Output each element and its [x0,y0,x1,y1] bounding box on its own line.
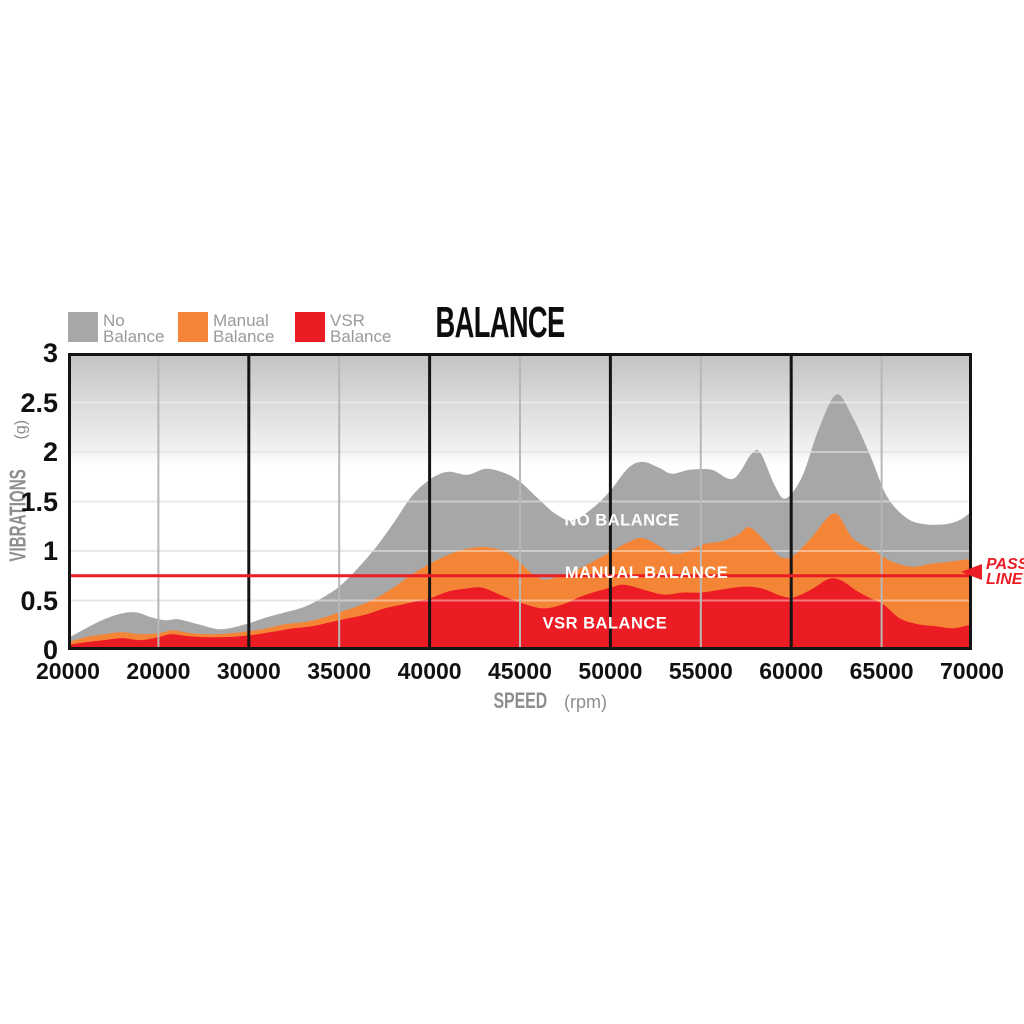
series-label-vsr-balance: VSR BALANCE [543,614,668,632]
legend-label-no-balance: No Balance [103,311,165,346]
x-tick-label: 20000 [36,658,100,684]
x-tick-label: 35000 [307,658,372,684]
x-axis-title: SPEED (rpm) [395,688,695,714]
legend-label-manual-balance: Manual Balance [213,311,275,346]
legend-item-vsr-balance: VSR Balance [295,312,391,345]
pass-line-callout: PASSLINE [961,556,1024,588]
x-tick-label: 20000 [126,658,191,684]
plot-area: NO BALANCE MANUAL BALANCE VSR BALANCE [68,353,972,650]
x-tick-label: 30000 [216,658,281,684]
x-tick-label: 70000 [940,658,1004,684]
x-tick-label: 55000 [668,658,733,684]
y-tick-label: 2 [42,437,58,467]
legend-item-manual-balance: Manual Balance [178,312,274,345]
legend-item-no-balance: No Balance [68,312,164,345]
no-balance-swatch-icon [68,312,98,342]
manual-balance-swatch-icon [178,312,208,342]
x-tick-label: 40000 [397,658,462,684]
x-axis-unit: (rpm) [564,692,608,712]
x-tick-label: 45000 [488,658,552,684]
x-tick-label: 65000 [849,658,914,684]
y-axis-unit: (g) [12,419,30,440]
pass-line-arrow-icon [961,564,982,580]
series-label-no-balance: NO BALANCE [564,511,679,529]
legend-label-vsr-balance: VSR Balance [330,311,392,346]
x-tick-label: 50000 [578,658,643,684]
plot-border [68,353,972,650]
balance-area-chart: NO BALANCE MANUAL BALANCE VSR BALANCE [68,353,972,650]
series-label-manual-balance: MANUAL BALANCE [565,564,728,582]
x-tick-label: 60000 [759,658,824,684]
chart-title: BALANCE [435,298,565,347]
y-tick-label: 1 [42,536,58,566]
pass-line-label: PASSLINE [986,556,1024,588]
y-tick-label: 3 [42,338,58,368]
y-tick-label: 1.5 [20,486,58,517]
y-tick-label: 2.5 [20,387,58,418]
y-tick-label: 0 [42,635,58,665]
vsr-balance-swatch-icon [295,312,325,342]
y-tick-label: 0.5 [20,585,58,616]
x-axis-title-text: SPEED [493,688,548,713]
